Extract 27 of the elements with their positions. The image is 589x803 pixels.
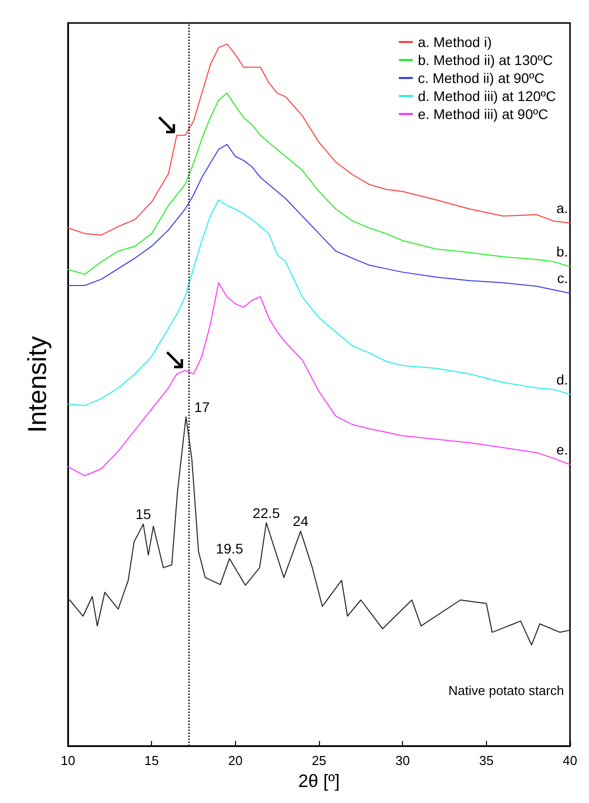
annotation: 22.5 <box>252 504 280 521</box>
annotation: ↘ <box>162 342 188 376</box>
x-tick-label: 15 <box>144 753 159 768</box>
annotation: 19.5 <box>216 540 244 557</box>
annotation: ↘ <box>154 108 179 141</box>
annotation: c. <box>557 270 568 286</box>
legend-label: b. Method ii) at 130ºC <box>418 52 553 68</box>
x-tick-label: 35 <box>479 753 494 768</box>
annotation: 15 <box>136 506 152 522</box>
x-tick-label: 40 <box>562 753 578 768</box>
annotation: 17 <box>194 398 210 415</box>
x-tick-label: 25 <box>312 753 326 768</box>
x-tick-label: 30 <box>395 753 410 768</box>
annotation: a. <box>556 200 568 216</box>
legend-label: a. Method i) <box>418 34 492 50</box>
annotation: d. <box>556 371 568 388</box>
y-axis-title: Intensity <box>22 336 52 433</box>
legend-label: e. Method iii) at 90ºC <box>418 106 548 122</box>
legend-label: d. Method iii) at 120ºC <box>418 88 556 104</box>
annotation: b. <box>556 244 568 260</box>
annotation: 24 <box>292 513 309 530</box>
annotation: Native potato starch <box>448 683 564 698</box>
x-tick-label: 10 <box>60 753 76 768</box>
x-tick-label: 20 <box>228 753 243 768</box>
x-axis-title: 2θ [º] <box>298 771 340 791</box>
annotation: e. <box>556 442 568 458</box>
legend-label: c. Method ii) at 90ºC <box>418 70 544 86</box>
